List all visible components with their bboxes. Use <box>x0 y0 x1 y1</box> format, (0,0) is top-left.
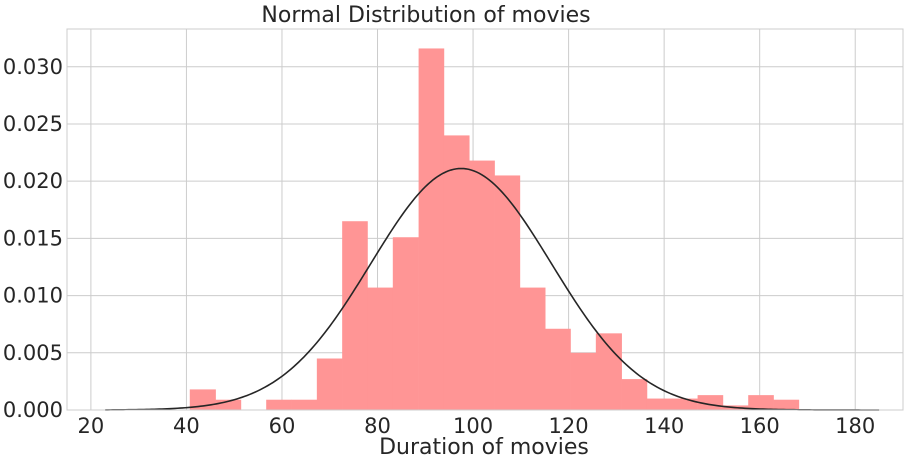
x-tick-label: 40 <box>173 414 200 438</box>
histogram-bar <box>266 399 292 410</box>
histogram-bar <box>773 399 800 410</box>
x-tick-label: 100 <box>453 414 493 438</box>
x-tick-label: 180 <box>835 414 875 438</box>
plot-frame <box>66 28 904 411</box>
histogram-bar <box>316 358 343 410</box>
y-tick-label: 0.020 <box>3 169 63 193</box>
y-tick-label: 0.010 <box>3 284 63 308</box>
histogram-bar <box>418 48 445 411</box>
histogram-bar <box>545 328 571 410</box>
x-tick-label: 60 <box>269 414 296 438</box>
histogram-bar <box>342 221 368 410</box>
histogram-bar <box>392 237 419 410</box>
y-tick-labels: 0.000 0.005 0.010 0.015 0.020 0.025 0.030 <box>3 55 63 422</box>
bars-layer <box>189 48 800 411</box>
x-tick-label: 160 <box>740 414 780 438</box>
histogram-bar <box>443 135 470 411</box>
x-tick-labels: 20 40 60 80 100 120 140 160 180 <box>78 414 876 438</box>
histogram-bar <box>367 287 394 410</box>
histogram-bar <box>494 175 521 410</box>
chart-title: Normal Distribution of movies <box>261 3 590 28</box>
x-axis-label: Duration of movies <box>379 435 589 460</box>
histogram-bar <box>748 395 774 410</box>
histogram-bar <box>291 399 318 410</box>
x-tick-label: 140 <box>644 414 684 438</box>
histogram-bar <box>570 352 597 410</box>
y-tick-label: 0.025 <box>3 112 63 136</box>
y-tick-label: 0.030 <box>3 55 63 79</box>
histogram-bar <box>646 398 673 410</box>
histogram-bar <box>519 287 546 410</box>
histogram-bar <box>672 398 698 410</box>
y-tick-label: 0.005 <box>3 341 63 365</box>
y-tick-label: 0.015 <box>3 226 63 250</box>
x-tick-label: 80 <box>364 414 391 438</box>
x-tick-label: 120 <box>549 414 589 438</box>
curve-layer <box>105 167 880 411</box>
histogram-bar <box>621 379 648 410</box>
histogram-bar <box>595 333 622 410</box>
normal-curve-line <box>105 167 880 411</box>
histogram-bar <box>215 399 242 410</box>
histogram-bar <box>469 160 495 410</box>
x-tick-label: 20 <box>78 414 105 438</box>
y-tick-label: 0.000 <box>3 398 63 422</box>
